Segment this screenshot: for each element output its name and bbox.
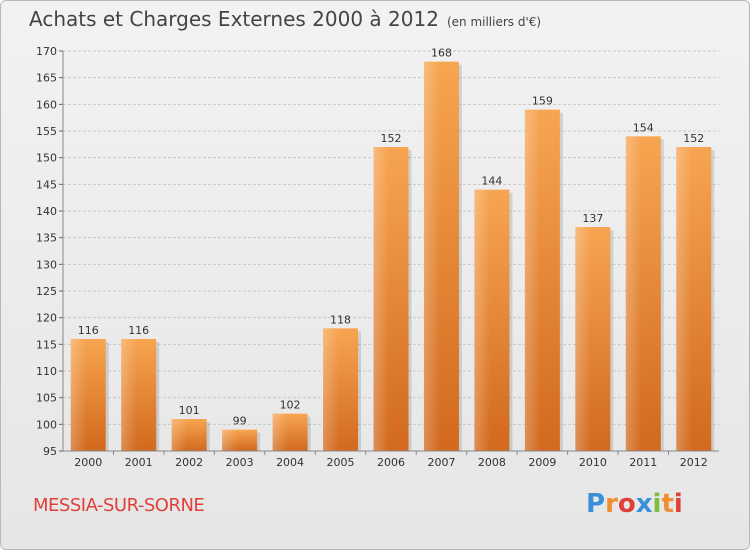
bar-group: 152 (676, 132, 715, 451)
bar-value-label: 116 (128, 324, 149, 337)
bar-group: 154 (625, 121, 664, 452)
bar-value-label: 152 (683, 132, 704, 145)
x-tick-label: 2009 (528, 456, 556, 469)
bar-value-label: 159 (532, 95, 553, 108)
y-tick-label: 125 (36, 285, 57, 298)
bar-highlight (676, 147, 693, 451)
logo-letter: i (673, 489, 683, 519)
proxiti-logo[interactable]: Proxiti (586, 489, 683, 519)
bar-group: 118 (323, 313, 362, 451)
y-tick-label: 145 (36, 178, 57, 191)
bar-value-label: 99 (233, 415, 247, 428)
y-tick-label: 110 (36, 365, 57, 378)
bar-highlight (575, 227, 592, 451)
bar-group: 99 (222, 415, 261, 451)
bar-highlight (171, 419, 188, 451)
y-tick-label: 130 (36, 258, 57, 271)
bar-value-label: 102 (280, 399, 301, 412)
x-axis: 2000 2001 2002 2003 2004 2005 2006 2007 2008 2009… (63, 450, 719, 469)
bar-group: 168 (423, 47, 462, 452)
bar-group: 144 (474, 175, 513, 451)
bar-group: 116 (121, 324, 160, 451)
bar-value-label: 154 (633, 121, 654, 134)
y-tick-label: 100 (36, 418, 57, 431)
bar-value-label: 116 (78, 324, 99, 337)
bar-value-label: 118 (330, 313, 351, 326)
y-tick-label: 105 (36, 392, 57, 405)
bar-highlight (222, 429, 238, 451)
y-tick-label: 95 (43, 445, 57, 458)
bar-value-label: 168 (431, 47, 452, 60)
bar-group: 116 (70, 324, 109, 451)
logo-letter: x (635, 489, 653, 519)
bar-highlight (625, 136, 642, 452)
chart-title: Achats et Charges Externes 2000 à 2012 (e… (29, 7, 541, 31)
x-tick-label: 2003 (226, 456, 254, 469)
bars: 116 116 101 99 102 118 152 168 144 159 137 154 152 (70, 47, 715, 452)
x-tick-label: 2006 (377, 456, 405, 469)
y-tick-label: 150 (36, 152, 57, 165)
town-name: MESSIA-SUR-SORNE (33, 495, 205, 516)
bar-value-label: 137 (582, 212, 603, 225)
logo-letter: i (652, 489, 662, 519)
bar-group: 102 (272, 399, 311, 451)
x-tick-label: 2012 (680, 456, 708, 469)
x-tick-label: 2010 (579, 456, 607, 469)
x-tick-label: 2004 (276, 456, 304, 469)
bar-value-label: 101 (179, 404, 200, 417)
y-tick-label: 135 (36, 232, 57, 245)
y-tick-label: 115 (36, 338, 57, 351)
y-tick-label: 170 (36, 45, 57, 58)
y-tick-label: 165 (36, 72, 57, 85)
logo-letter: o (617, 489, 636, 519)
y-tick-label: 160 (36, 98, 57, 111)
x-tick-label: 2002 (175, 456, 203, 469)
chart-title-text: Achats et Charges Externes 2000 à 2012 (29, 7, 439, 31)
x-tick-label: 2005 (327, 456, 355, 469)
x-tick-label: 2011 (629, 456, 657, 469)
x-tick-label: 2008 (478, 456, 506, 469)
bar-highlight (524, 109, 541, 452)
chart-subtitle: (en milliers d'€) (446, 15, 542, 29)
logo-letter: P (586, 489, 606, 519)
bar-highlight (121, 339, 137, 451)
x-tick-label: 2000 (74, 456, 102, 469)
y-tick-label: 120 (36, 312, 57, 325)
bar-highlight (373, 147, 390, 451)
bar-value-label: 144 (481, 175, 502, 188)
bar-highlight (474, 189, 491, 451)
bar-value-label: 152 (381, 132, 402, 145)
bar-highlight (423, 61, 440, 452)
y-tick-label: 140 (36, 205, 57, 218)
bar-group: 159 (524, 95, 563, 452)
bar-highlight (323, 328, 339, 451)
logo-letter: r (605, 489, 618, 519)
logo-letter: t (661, 489, 674, 519)
bar-group: 101 (171, 404, 210, 451)
x-tick-label: 2001 (125, 456, 153, 469)
y-tick-label: 155 (36, 125, 57, 138)
bar-group: 137 (575, 212, 614, 451)
x-tick-label: 2007 (427, 456, 455, 469)
bar-highlight (70, 339, 87, 451)
bar-highlight (272, 413, 289, 451)
y-axis: 95 100 105 110 115 120 125 130 135 140 145 150 155 16… (36, 45, 64, 458)
bar-group: 152 (373, 132, 412, 451)
